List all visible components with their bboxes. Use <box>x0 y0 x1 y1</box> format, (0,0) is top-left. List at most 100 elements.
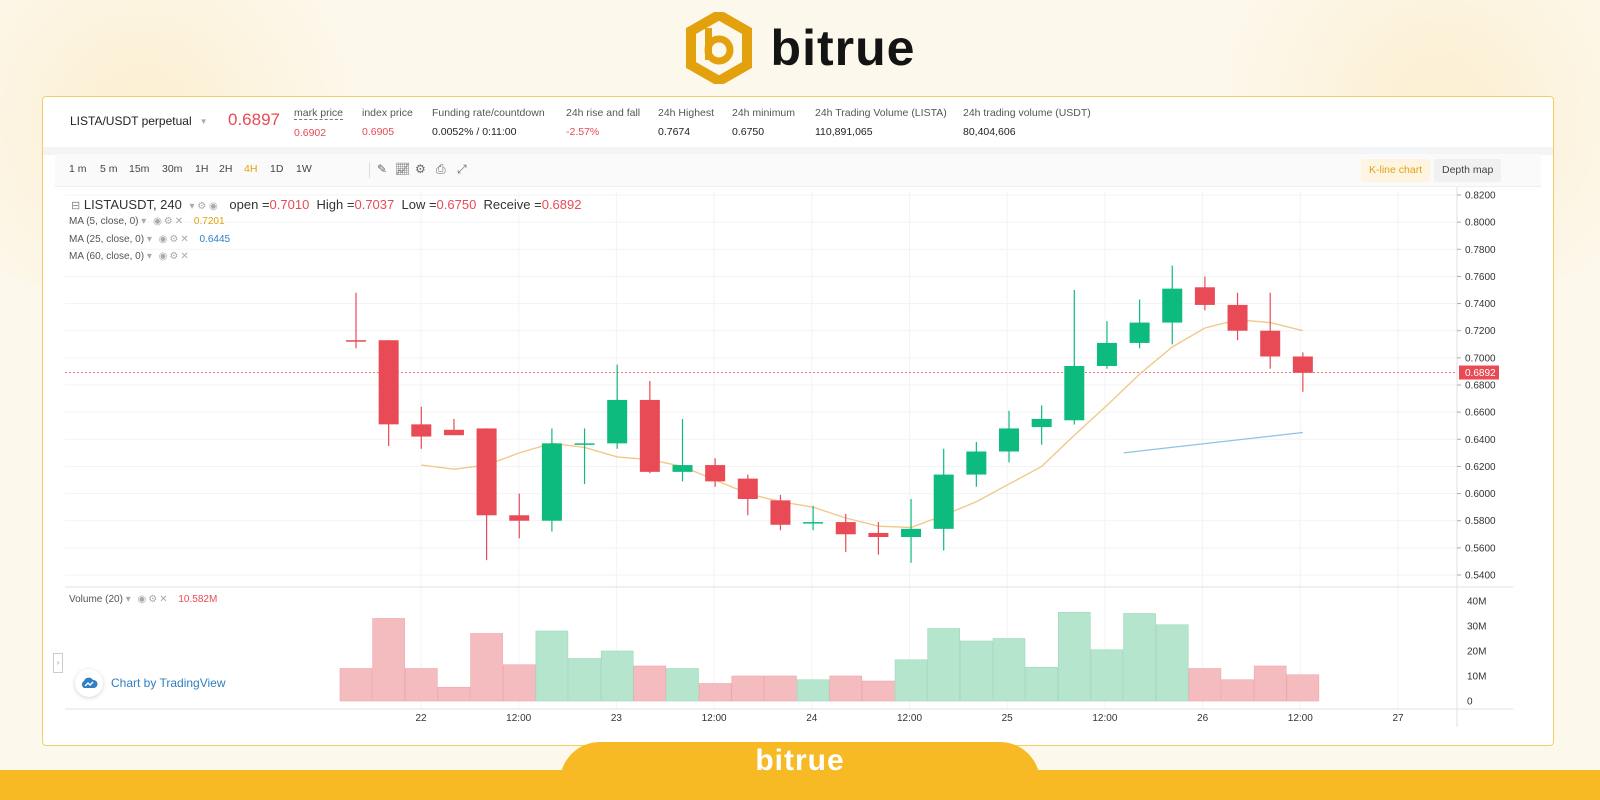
volume-bar <box>796 679 830 702</box>
timeframe-4H[interactable]: 4H <box>244 163 258 175</box>
x-tick-label: 26 <box>1197 713 1209 724</box>
y-tick-label: 0.5400 <box>1465 571 1496 582</box>
y-tick-label: 0.6800 <box>1465 381 1496 392</box>
current-price-label: 0.6892 <box>1465 368 1496 379</box>
candle-body <box>999 428 1019 452</box>
volume-bar <box>894 659 928 702</box>
volume-legend[interactable]: Volume (20) ▾ ◉⚙✕ 10.582M <box>69 594 218 605</box>
pencil-icon[interactable]: ✎ <box>377 162 388 176</box>
ma5-legend[interactable]: MA (5, close, 0) ▾ ◉⚙✕ 0.7201 <box>69 216 225 227</box>
x-tick-label: 12:00 <box>506 713 531 724</box>
volume-bar <box>1090 649 1124 702</box>
timeframe-1H[interactable]: 1H <box>195 163 209 175</box>
ma60-legend[interactable]: MA (60, close, 0) ▾ ◉⚙✕ <box>69 251 191 262</box>
collapse-panel-tab[interactable]: › <box>53 653 63 673</box>
y-tick-label: 0.8200 <box>1465 191 1496 202</box>
legend-settings-icon[interactable]: ▾ ⚙ ◉ <box>189 201 218 212</box>
kline-chart-button[interactable]: K-line chart <box>1361 159 1431 182</box>
y-tick-label: 0.8000 <box>1465 218 1496 229</box>
depth-map-button[interactable]: Depth map <box>1434 159 1502 182</box>
volume-bar <box>502 664 536 702</box>
volume-bar <box>1253 665 1287 702</box>
x-tick-label: 22 <box>415 713 427 724</box>
stat-value: 0.0052% / 0:11:00 <box>432 126 517 138</box>
open-label: open = <box>229 197 270 212</box>
volume-bar <box>1188 668 1222 702</box>
footer-brand-name: bitrue <box>755 744 845 777</box>
settings-icon[interactable]: ⚙ <box>415 162 426 176</box>
ticker-stat: 24h minimum 0.6750 <box>732 107 795 138</box>
ma25-legend[interactable]: MA (25, close, 0) ▾ ◉⚙✕ 0.6445 <box>69 234 231 245</box>
candle-body <box>509 515 530 521</box>
candle-body <box>574 443 595 445</box>
tradingview-badge[interactable]: Chart by TradingView <box>75 669 226 697</box>
candle-body <box>443 429 464 436</box>
y-tick-label: 0.7600 <box>1465 272 1496 283</box>
stat-label: 24h Trading Volume (LISTA) <box>815 107 947 119</box>
y-tick-label: 0.5600 <box>1465 543 1496 554</box>
volume-bar <box>1286 674 1320 702</box>
ticker-stat: 24h trading volume (USDT) 80,404,606 <box>963 107 1091 138</box>
candle-body <box>1260 330 1281 357</box>
timeframe-15m[interactable]: 15m <box>129 163 150 175</box>
volume-bar <box>992 638 1026 702</box>
ma25-settings-icon[interactable]: ◉⚙✕ <box>158 234 191 245</box>
ma25-line <box>1123 431 1303 454</box>
candle-body <box>378 340 399 425</box>
low-value: 0.6750 <box>436 197 477 212</box>
volume-settings-icon[interactable]: ◉⚙✕ <box>137 594 170 605</box>
x-tick-label: 25 <box>1002 713 1014 724</box>
ma5-line <box>421 319 1304 529</box>
candle-body <box>1129 322 1150 343</box>
timeframe-30m[interactable]: 30m <box>162 163 183 175</box>
stat-label: index price <box>362 107 413 119</box>
ticker-stat: index price 0.6905 <box>362 107 413 138</box>
pair-selector[interactable]: LISTA/USDT perpetual ▼ <box>70 114 208 128</box>
ma25-label: MA (25, close, 0) <box>69 234 145 245</box>
volume-bar <box>339 668 373 702</box>
volume-bar <box>731 675 765 702</box>
high-label: High = <box>316 197 355 212</box>
candle-body <box>1194 287 1215 305</box>
close-label: Receive = <box>483 197 542 212</box>
y-tick-label: 0.6200 <box>1465 462 1496 473</box>
timeframe-1m[interactable]: 1 m <box>69 163 87 175</box>
candlestick-chart[interactable]: 0.8200 0.8000 0.7800 0.7600 0.7400 0.7200 0.70… <box>43 97 1553 745</box>
ma5-settings-icon[interactable]: ◉⚙✕ <box>153 216 186 227</box>
timeframe-2H[interactable]: 2H <box>219 163 233 175</box>
stat-value: 0.6905 <box>362 126 395 138</box>
candle-body <box>1292 356 1313 373</box>
ticker-stat: 24h Trading Volume (LISTA) 110,891,065 <box>815 107 947 138</box>
volume-bar <box>927 628 961 702</box>
stat-value: -2.57% <box>566 126 600 138</box>
indicator-icon[interactable]: 📈︎ <box>395 162 411 176</box>
x-tick-label: 27 <box>1392 713 1404 724</box>
stat-label: 24h Highest <box>658 107 715 119</box>
close-value: 0.6892 <box>541 197 582 212</box>
ma25-value: 0.6445 <box>199 234 231 245</box>
legend-collapse-icon[interactable]: ⊟ <box>71 200 81 212</box>
trading-panel: LISTA/USDT perpetual ▼ 0.6897 mark price… <box>42 96 1554 746</box>
candle-body <box>1064 366 1085 421</box>
candle-body <box>1227 304 1248 331</box>
x-tick-label: 24 <box>806 713 818 724</box>
stat-value: 110,891,065 <box>815 126 873 138</box>
low-label: Low = <box>401 197 437 212</box>
timeframe-5m[interactable]: 5 m <box>100 163 118 175</box>
timeframe-1D[interactable]: 1D <box>270 163 284 175</box>
tradingview-label: Chart by TradingView <box>111 676 226 690</box>
candle-body <box>607 399 628 444</box>
y-tick-label: 0.6600 <box>1465 408 1496 419</box>
volume-bar <box>600 650 634 702</box>
candle-body <box>868 532 889 537</box>
ma60-settings-icon[interactable]: ◉⚙✕ <box>158 251 191 262</box>
footer-tab <box>560 742 1040 800</box>
timeframe-1W[interactable]: 1W <box>296 163 312 175</box>
volume-bar <box>568 658 601 702</box>
fullscreen-icon[interactable]: ⤢ <box>457 162 467 176</box>
stat-value: 80,404,606 <box>963 126 1016 138</box>
pair-name: LISTA/USDT perpetual <box>70 114 192 128</box>
camera-icon[interactable]: ⎙ <box>436 162 446 176</box>
bitrue-logo-icon <box>685 12 752 84</box>
ma5-label: MA (5, close, 0) <box>69 216 139 227</box>
